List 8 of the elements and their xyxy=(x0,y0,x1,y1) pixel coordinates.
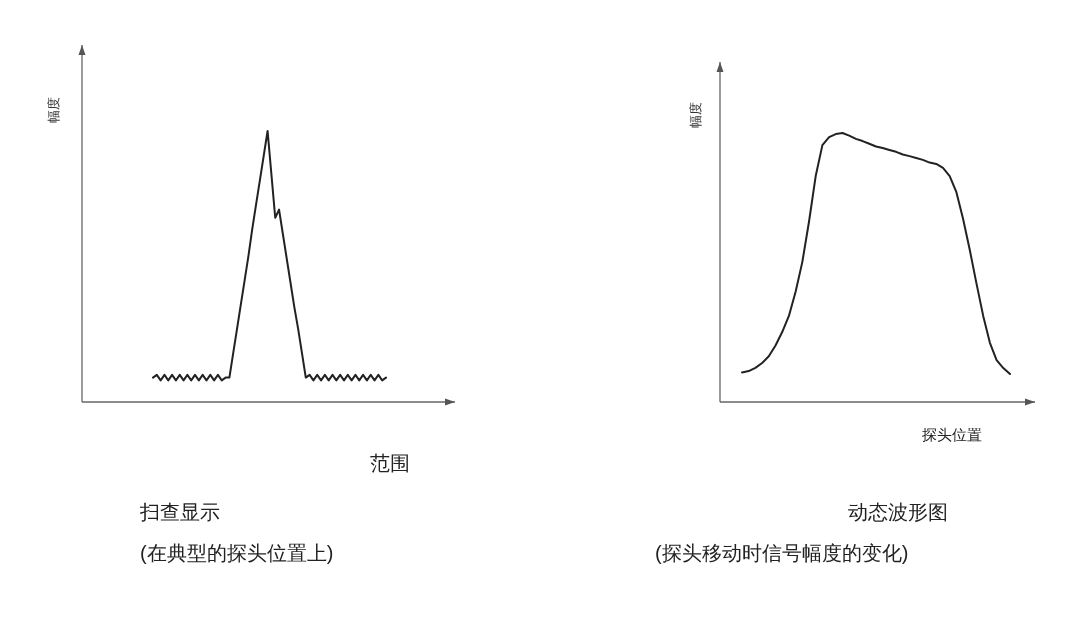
text: (在典型的探头位置上) xyxy=(140,542,334,564)
text: 动态波形图 xyxy=(848,501,948,523)
text: 扫查显示 xyxy=(139,501,220,523)
y-axis-title: 幅度 xyxy=(688,102,703,128)
y-axis-title: 幅度 xyxy=(46,97,61,123)
text: (探头移动时信号幅度的变化) xyxy=(655,542,909,564)
x-axis-title: 范围 xyxy=(370,452,410,474)
x-axis-title: 探头位置 xyxy=(922,426,982,443)
